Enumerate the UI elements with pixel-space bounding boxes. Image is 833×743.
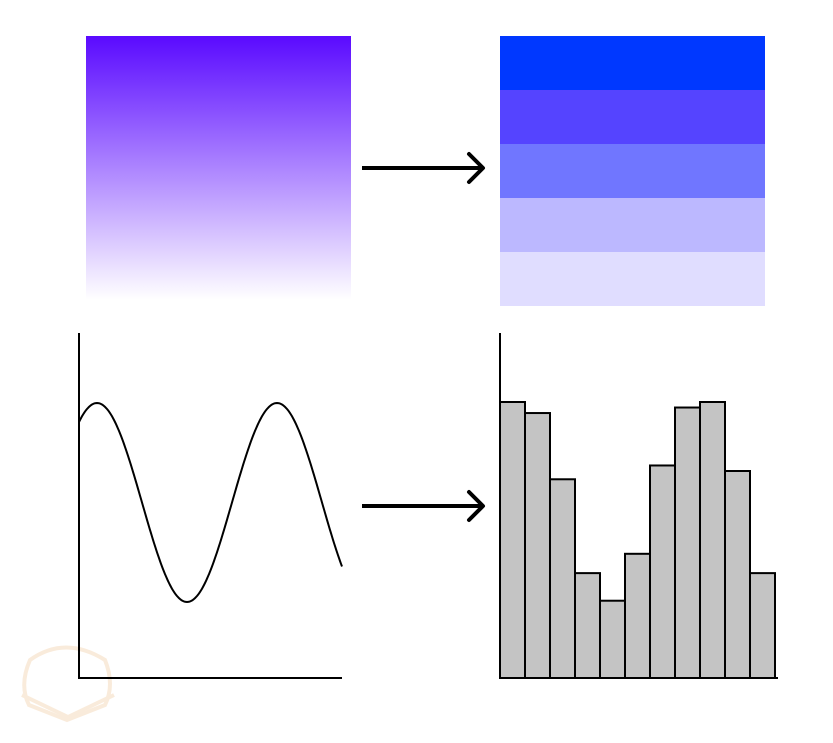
histogram-bar bbox=[549, 478, 576, 679]
histogram-bar bbox=[624, 552, 651, 679]
histogram-bar bbox=[674, 406, 701, 679]
arrow-head bbox=[467, 490, 485, 522]
signal-curve bbox=[78, 401, 343, 604]
color-band bbox=[500, 144, 765, 198]
bear-logo-watermark bbox=[21, 645, 115, 723]
arrow-head bbox=[467, 152, 485, 184]
bottom-arrow bbox=[362, 490, 485, 522]
histogram-bar bbox=[524, 412, 551, 679]
color-band bbox=[500, 198, 765, 252]
quantized-color-bands bbox=[500, 36, 765, 306]
histogram-bar bbox=[499, 401, 526, 679]
histogram-plot bbox=[499, 333, 778, 680]
histogram-bar bbox=[724, 470, 751, 679]
histogram-bar bbox=[649, 464, 676, 680]
color-band bbox=[500, 36, 765, 90]
continuous-gradient bbox=[86, 36, 351, 300]
histogram-bar bbox=[749, 572, 776, 679]
continuous-signal-plot bbox=[78, 333, 343, 679]
color-band bbox=[500, 90, 765, 144]
color-band bbox=[500, 252, 765, 306]
top-arrow bbox=[362, 152, 485, 184]
histogram-bar bbox=[574, 572, 601, 679]
histogram-bar bbox=[699, 401, 726, 679]
histogram-bar bbox=[599, 599, 626, 679]
